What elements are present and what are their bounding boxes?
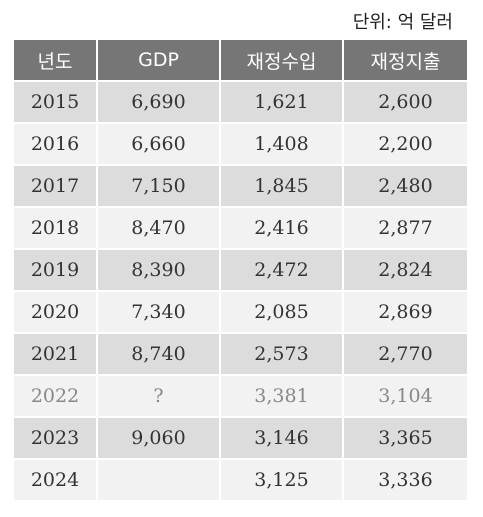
gdp-cell: 7,340	[98, 290, 221, 332]
revenue-cell: 1,408	[221, 122, 344, 164]
expenditure-cell: 3,336	[344, 458, 467, 500]
gdp-cell: 6,690	[98, 80, 221, 122]
year-cell: 2020	[14, 290, 98, 332]
year-cell: 2019	[14, 248, 98, 290]
header-revenue: 재정수입	[221, 40, 344, 80]
expenditure-cell: 2,824	[344, 248, 467, 290]
expenditure-cell: 2,480	[344, 164, 467, 206]
gdp-cell: 9,060	[98, 416, 221, 458]
header-expenditure: 재정지출	[344, 40, 467, 80]
table-row: 2024 3,125 3,336	[14, 458, 467, 500]
year-cell: 2024	[14, 458, 98, 500]
gdp-cell: 6,660	[98, 122, 221, 164]
year-cell: 2016	[14, 122, 98, 164]
table-row: 2021 8,740 2,573 2,770	[14, 332, 467, 374]
gdp-cell	[98, 458, 221, 500]
revenue-cell: 3,381	[221, 374, 344, 416]
table-row: 2016 6,660 1,408 2,200	[14, 122, 467, 164]
table-row: 2018 8,470 2,416 2,877	[14, 206, 467, 248]
year-cell: 2017	[14, 164, 98, 206]
revenue-cell: 3,125	[221, 458, 344, 500]
revenue-cell: 2,472	[221, 248, 344, 290]
revenue-cell: 3,146	[221, 416, 344, 458]
table-row: 2015 6,690 1,621 2,600	[14, 80, 467, 122]
expenditure-cell: 3,104	[344, 374, 467, 416]
revenue-cell: 2,573	[221, 332, 344, 374]
year-cell: 2015	[14, 80, 98, 122]
year-cell: 2022	[14, 374, 98, 416]
header-year: 년도	[14, 40, 98, 80]
expenditure-cell: 2,869	[344, 290, 467, 332]
revenue-cell: 2,085	[221, 290, 344, 332]
revenue-cell: 1,621	[221, 80, 344, 122]
year-cell: 2018	[14, 206, 98, 248]
table-row: 2017 7,150 1,845 2,480	[14, 164, 467, 206]
revenue-cell: 2,416	[221, 206, 344, 248]
table-row: 2020 7,340 2,085 2,869	[14, 290, 467, 332]
table-row: 2022 ? 3,381 3,104	[14, 374, 467, 416]
revenue-cell: 1,845	[221, 164, 344, 206]
gdp-cell: ?	[98, 374, 221, 416]
header-row: 년도 GDP 재정수입 재정지출	[14, 40, 467, 80]
expenditure-cell: 2,770	[344, 332, 467, 374]
expenditure-cell: 2,600	[344, 80, 467, 122]
table-row: 2023 9,060 3,146 3,365	[14, 416, 467, 458]
year-cell: 2023	[14, 416, 98, 458]
unit-label: 단위: 억 달러	[352, 12, 453, 33]
table-row: 2019 8,390 2,472 2,824	[14, 248, 467, 290]
gdp-cell: 8,390	[98, 248, 221, 290]
gdp-cell: 8,470	[98, 206, 221, 248]
gdp-cell: 7,150	[98, 164, 221, 206]
header-gdp: GDP	[98, 40, 221, 80]
expenditure-cell: 2,200	[344, 122, 467, 164]
year-cell: 2021	[14, 332, 98, 374]
expenditure-cell: 3,365	[344, 416, 467, 458]
fiscal-data-table: 년도 GDP 재정수입 재정지출 2015 6,690 1,621 2,600 …	[14, 40, 467, 500]
expenditure-cell: 2,877	[344, 206, 467, 248]
gdp-cell: 8,740	[98, 332, 221, 374]
